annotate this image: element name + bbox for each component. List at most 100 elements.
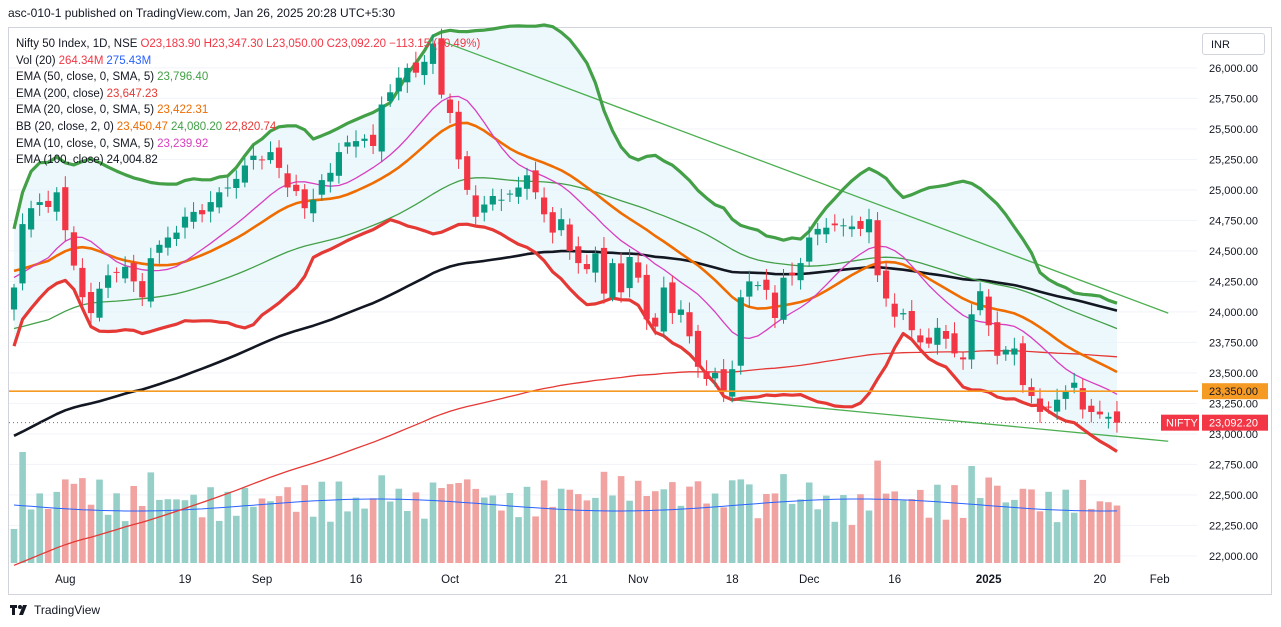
volume-bar (908, 499, 916, 563)
legend-row-ema200[interactable]: EMA (200, close) 23,647.23 (16, 86, 480, 103)
candle-body (523, 175, 531, 189)
legend-value: 264.34M (58, 54, 104, 67)
volume-bar (968, 466, 975, 563)
legend-row-vol[interactable]: Vol (20) 264.34M 275.43M (16, 53, 480, 70)
candle-body (10, 287, 18, 310)
candle-body (267, 152, 274, 161)
volume-bar (686, 486, 693, 563)
volume-bar (754, 518, 762, 563)
legend-row-bb[interactable]: BB (20, close, 2, 0) 23,450.47 24,080.20 22… (16, 119, 480, 136)
legend-row-ema10[interactable]: EMA (10, close, 0, SMA, 5) 23,239.92 (16, 136, 480, 153)
candle-body (840, 225, 847, 227)
volume-bar (335, 481, 343, 563)
candle-body (387, 92, 394, 102)
volume-bar (1002, 502, 1010, 563)
last-price-tag: 23,092.20 (1209, 418, 1258, 430)
y-axis-tick-label: 25,000.00 (1209, 185, 1258, 197)
volume-bar (566, 489, 574, 563)
candle-body (310, 199, 317, 214)
legend-row-symbol[interactable]: Nifty 50 Index, 1D, NSE O23,183.90 H23,347… (16, 36, 480, 53)
bb-lower-line (12, 218, 1118, 453)
y-axis-tick-label: 23,000.00 (1209, 429, 1258, 441)
volume-bar (498, 510, 505, 563)
volume-bar (899, 500, 907, 563)
legend-row-ema50[interactable]: EMA (50, close, 0, SMA, 5) 23,796.40 (16, 69, 480, 86)
candle-body (370, 134, 377, 146)
volume-bar (250, 506, 257, 563)
volume-bar (156, 499, 163, 563)
candle-body (712, 372, 719, 379)
currency-button[interactable]: INR (1202, 33, 1265, 55)
volume-bar (994, 485, 1001, 563)
y-axis-tick-label: 23,500.00 (1209, 368, 1258, 380)
volume-bar (224, 491, 232, 563)
volume-bar (1053, 522, 1061, 563)
chart-panel[interactable] (8, 27, 1272, 595)
legend-value: 22,820.74 (225, 120, 277, 133)
x-axis-tick-label: 18 (726, 574, 739, 586)
y-axis-tick-label: 24,500.00 (1209, 246, 1258, 258)
legend-row-ema20[interactable]: EMA (20, close, 0, SMA, 5) 23,422.31 (16, 102, 480, 119)
candle-body (575, 246, 582, 264)
volume-bar (455, 483, 462, 563)
candle-body (275, 147, 283, 168)
legend-change: −113.15 (−0.49%) (389, 38, 481, 50)
volume-bar (44, 508, 52, 563)
candle-body (831, 223, 838, 226)
candle-body (1105, 416, 1112, 419)
volume-bar (70, 483, 78, 563)
legend-value: 24,080.20 (170, 120, 223, 133)
candle-body (549, 212, 556, 233)
volume-bar (934, 484, 941, 563)
volume-bar (96, 479, 103, 563)
volume-bar (942, 519, 950, 563)
x-axis-tick-label: Sep (252, 574, 272, 586)
volume-bar (1096, 501, 1104, 563)
volume-bar (19, 452, 26, 563)
candle-body (1054, 399, 1061, 412)
candle-body (1088, 405, 1095, 412)
candle-body (720, 369, 727, 392)
candle-body (600, 247, 608, 294)
candle-body (1062, 391, 1069, 399)
candle-body (541, 197, 548, 215)
legend-row-ema100[interactable]: EMA (100, close) 24,004.82 (16, 152, 480, 169)
volume-bar (1011, 499, 1018, 563)
volume-bar (575, 494, 582, 563)
y-axis-tick-label: 24,750.00 (1209, 215, 1258, 227)
volume-bar (378, 475, 385, 563)
candle-body (455, 111, 462, 160)
candle-body (994, 322, 1001, 356)
candle-body (464, 156, 471, 190)
volume-bar (292, 511, 300, 563)
volume-bar (1070, 512, 1078, 563)
volume-bar (540, 480, 548, 563)
candle-body (934, 327, 941, 345)
candle-body (130, 262, 137, 282)
candle-body (344, 142, 351, 147)
legend-low: L23,050.00 (266, 38, 324, 50)
candle-body (70, 232, 77, 266)
candle-body (19, 224, 26, 284)
candle-body (1045, 406, 1052, 408)
y-axis-tick-label: 26,000.00 (1209, 63, 1258, 75)
candle-body (28, 208, 35, 230)
volume-bar (79, 478, 86, 563)
candle-body (164, 237, 171, 248)
candle-body (532, 170, 539, 193)
volume-bar (694, 481, 702, 563)
volume-bar (309, 516, 317, 563)
legend-close: C23,092.20 (326, 38, 387, 50)
volume-bar (36, 493, 43, 563)
volume-bar (925, 517, 933, 563)
candle-body (53, 192, 60, 212)
candle-body (446, 99, 454, 113)
candle-body (848, 226, 855, 230)
volume-bar (198, 517, 206, 563)
candle-body (1011, 348, 1018, 355)
y-axis-tick-label: 22,750.00 (1209, 459, 1258, 471)
candle-body (258, 159, 266, 161)
volume-bar (164, 499, 172, 563)
volume-bar (823, 495, 830, 563)
